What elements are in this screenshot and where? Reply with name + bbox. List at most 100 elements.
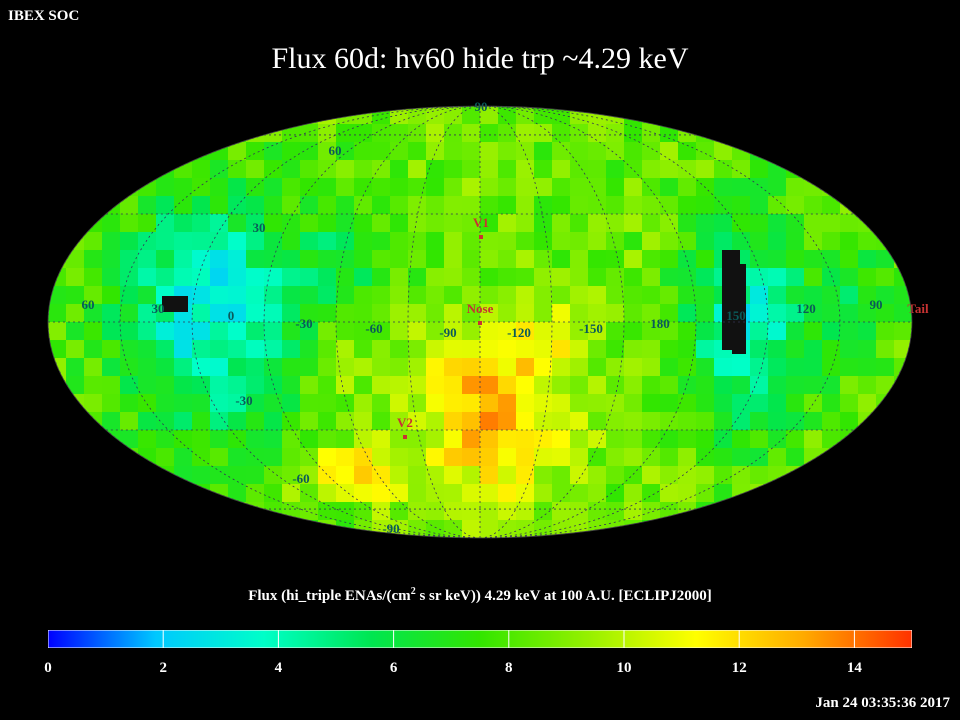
flux-pixel bbox=[408, 250, 427, 269]
flux-pixel bbox=[840, 286, 859, 305]
flux-pixel bbox=[660, 142, 679, 161]
flux-pixel bbox=[858, 196, 877, 215]
flux-pixel bbox=[642, 142, 661, 161]
flux-pixel bbox=[660, 286, 679, 305]
flux-pixel bbox=[606, 214, 625, 233]
flux-pixel bbox=[426, 196, 445, 215]
flux-pixel bbox=[372, 412, 391, 431]
flux-pixel bbox=[336, 106, 355, 125]
flux-pixel bbox=[516, 286, 535, 305]
flux-pixel bbox=[174, 394, 193, 413]
flux-pixel bbox=[570, 340, 589, 359]
flux-pixel bbox=[894, 358, 912, 377]
flux-pixel bbox=[768, 322, 787, 341]
flux-pixel bbox=[336, 466, 355, 485]
flux-pixel bbox=[534, 286, 553, 305]
flux-pixel bbox=[84, 358, 103, 377]
flux-pixel bbox=[588, 286, 607, 305]
flux-pixel bbox=[858, 358, 877, 377]
flux-pixel bbox=[498, 106, 517, 125]
flux-pixel bbox=[318, 286, 337, 305]
colorbar-label: Flux (hi_triple ENAs/(cm bbox=[248, 588, 411, 604]
flux-pixel bbox=[264, 448, 283, 467]
flux-pixel bbox=[300, 340, 319, 359]
flux-pixel bbox=[624, 448, 643, 467]
flux-pixel bbox=[228, 412, 247, 431]
flux-pixel bbox=[462, 502, 481, 521]
flux-pixel bbox=[678, 250, 697, 269]
flux-pixel bbox=[354, 412, 373, 431]
flux-pixel bbox=[552, 214, 571, 233]
flux-pixel bbox=[210, 466, 229, 485]
flux-pixel bbox=[354, 232, 373, 251]
flux-pixel bbox=[858, 250, 877, 269]
flux-pixel bbox=[246, 250, 265, 269]
flux-pixel bbox=[786, 376, 805, 395]
flux-pixel bbox=[336, 214, 355, 233]
org-label: IBEX SOC bbox=[8, 8, 80, 24]
flux-pixel bbox=[408, 376, 427, 395]
flux-pixel bbox=[228, 232, 247, 251]
flux-pixel bbox=[426, 214, 445, 233]
flux-pixel bbox=[426, 178, 445, 197]
flux-pixel bbox=[318, 106, 337, 125]
flux-pixel bbox=[102, 232, 121, 251]
flux-pixel bbox=[660, 304, 679, 323]
flux-pixel bbox=[408, 286, 427, 305]
flux-pixel bbox=[714, 466, 733, 485]
flux-pixel bbox=[192, 196, 211, 215]
flux-pixel bbox=[174, 178, 193, 197]
flux-pixel bbox=[516, 448, 535, 467]
flux-pixel bbox=[210, 358, 229, 377]
flux-pixel bbox=[408, 322, 427, 341]
flux-pixel bbox=[138, 340, 157, 359]
flux-pixel bbox=[48, 394, 67, 413]
flux-pixel bbox=[354, 322, 373, 341]
flux-pixel bbox=[822, 448, 841, 467]
flux-pixel bbox=[300, 358, 319, 377]
flux-pixel bbox=[192, 286, 211, 305]
flux-pixel bbox=[174, 232, 193, 251]
flux-pixel bbox=[66, 286, 85, 305]
flux-pixel bbox=[714, 484, 733, 503]
flux-pixel bbox=[210, 232, 229, 251]
flux-pixel bbox=[264, 304, 283, 323]
flux-pixel bbox=[246, 376, 265, 395]
flux-pixel bbox=[624, 340, 643, 359]
flux-pixel bbox=[534, 160, 553, 179]
flux-pixel bbox=[732, 448, 751, 467]
flux-pixel bbox=[678, 232, 697, 251]
flux-pixel bbox=[660, 466, 679, 485]
flux-pixel bbox=[138, 358, 157, 377]
marker-label-nose: Nose bbox=[467, 301, 494, 316]
flux-pixel bbox=[786, 322, 805, 341]
flux-pixel bbox=[462, 250, 481, 269]
flux-pixel bbox=[894, 268, 912, 287]
flux-pixel bbox=[534, 268, 553, 287]
flux-pixel bbox=[750, 232, 769, 251]
flux-pixel bbox=[786, 394, 805, 413]
flux-pixel bbox=[102, 250, 121, 269]
flux-pixel bbox=[642, 232, 661, 251]
flux-pixel bbox=[102, 196, 121, 215]
flux-pixel bbox=[408, 484, 427, 503]
flux-pixel bbox=[642, 502, 661, 521]
flux-pixel bbox=[822, 268, 841, 287]
flux-pixel bbox=[570, 268, 589, 287]
flux-pixel bbox=[390, 142, 409, 161]
flux-pixel bbox=[318, 322, 337, 341]
flux-pixel bbox=[300, 322, 319, 341]
flux-pixel bbox=[264, 160, 283, 179]
flux-pixel bbox=[840, 214, 859, 233]
flux-pixel bbox=[444, 430, 463, 449]
flux-pixel bbox=[840, 322, 859, 341]
flux-pixel bbox=[516, 430, 535, 449]
flux-pixel bbox=[300, 124, 319, 143]
flux-pixel bbox=[120, 340, 139, 359]
flux-pixel bbox=[660, 124, 679, 143]
flux-pixel bbox=[138, 412, 157, 431]
flux-pixel bbox=[318, 196, 337, 215]
flux-pixel bbox=[408, 358, 427, 377]
flux-pixel bbox=[426, 232, 445, 251]
flux-pixel bbox=[750, 196, 769, 215]
